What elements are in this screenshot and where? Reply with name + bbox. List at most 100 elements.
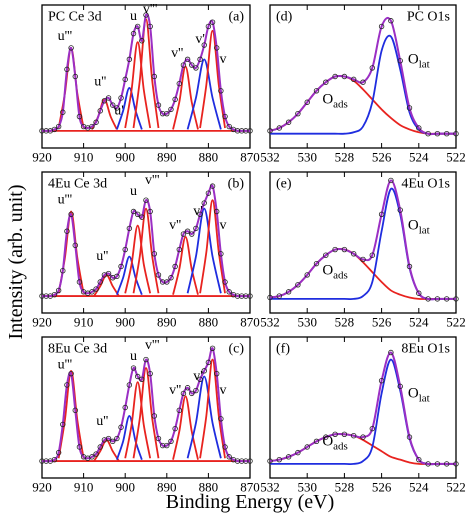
peak-label: Olat	[408, 51, 430, 70]
data-point	[444, 461, 450, 467]
data-point	[351, 433, 357, 439]
data-point	[55, 123, 62, 130]
data-point	[126, 56, 133, 63]
data-point	[172, 425, 178, 432]
data-point	[122, 404, 128, 411]
x-tick-label: 920	[32, 315, 52, 330]
data-point	[276, 293, 282, 299]
data-point	[64, 382, 70, 388]
x-tick-label: 880	[199, 150, 219, 165]
data-point	[134, 211, 141, 217]
x-tick-label: 870	[240, 315, 260, 330]
component-peak	[199, 358, 226, 459]
peak-label-main: O	[322, 433, 333, 449]
data-point	[434, 296, 441, 302]
data-point	[388, 349, 394, 356]
data-point	[406, 263, 413, 270]
x-tick-label: 528	[335, 315, 355, 330]
data-point	[304, 99, 310, 105]
data-point	[97, 279, 103, 285]
component-peak	[116, 415, 143, 460]
peak-label: v''	[169, 383, 181, 398]
data-point	[434, 461, 441, 467]
data-point	[110, 438, 116, 445]
data-point	[176, 407, 182, 414]
data-point	[267, 458, 273, 464]
data-point	[176, 80, 182, 87]
peak-label: v''	[169, 218, 181, 233]
data-point	[193, 387, 199, 394]
x-tick-label: 526	[372, 480, 392, 495]
data-point	[285, 454, 292, 460]
data-point	[172, 96, 178, 103]
data-point	[276, 125, 282, 131]
component-peak	[124, 224, 152, 294]
data-point	[164, 110, 170, 117]
component-peak	[132, 367, 160, 459]
data-point	[285, 119, 292, 125]
data-point	[122, 246, 128, 253]
panel-title: 8Eu Ce 3d	[48, 342, 107, 357]
plot-frame	[41, 4, 251, 149]
panel-letter: (b)	[228, 177, 245, 192]
peak-label: u	[130, 9, 137, 24]
component-peak	[186, 58, 222, 130]
x-tick-label: 910	[74, 150, 94, 165]
x-tick-label: 880	[199, 315, 219, 330]
x-tick-label: 910	[74, 315, 94, 330]
data-point	[126, 225, 133, 232]
data-point	[201, 42, 207, 48]
panel-title: PC Ce 3d	[48, 10, 102, 25]
data-point	[369, 65, 375, 71]
data-point	[238, 293, 245, 299]
data-point	[295, 449, 301, 456]
data-point	[193, 65, 199, 71]
data-point	[234, 458, 241, 464]
peak-label-sub: lat	[419, 225, 430, 237]
data-point	[360, 434, 366, 440]
data-point	[110, 102, 116, 108]
panel-letter: (c)	[228, 342, 244, 357]
data-point	[323, 252, 329, 258]
panel-title: PC O1s	[407, 10, 450, 25]
data-point	[453, 296, 459, 302]
data-point	[214, 45, 220, 51]
x-tick-label: 524	[409, 315, 429, 330]
data-point	[118, 263, 124, 270]
x-tick-label: 900	[115, 480, 135, 495]
data-point	[205, 23, 212, 30]
data-point	[323, 79, 329, 85]
panel-title: 4Eu Ce 3d	[48, 177, 107, 192]
data-point	[184, 228, 191, 234]
fit-envelope	[42, 347, 250, 463]
data-point	[453, 130, 459, 137]
peak-label: u'''	[58, 358, 73, 373]
fit-envelope	[269, 179, 456, 301]
peak-label: v'	[193, 369, 203, 384]
data-point	[197, 211, 203, 217]
data-point	[234, 293, 241, 299]
x-tick-label: 870	[240, 480, 260, 495]
data-point	[159, 110, 166, 117]
data-point	[43, 293, 49, 299]
data-point	[193, 225, 199, 232]
data-point	[134, 23, 141, 30]
data-point	[139, 38, 145, 44]
x-tick-label: 530	[297, 315, 317, 330]
panel-title: 8Eu O1s	[401, 342, 450, 357]
x-tick-label: 890	[157, 150, 177, 165]
component-peak	[186, 375, 222, 459]
peak-label-sub: lat	[419, 58, 430, 70]
data-point	[425, 296, 431, 302]
panel: 920 910 900 890 880 870 8Eu Ce 3d (c) u''' u'' u v'…	[32, 336, 260, 495]
x-tick-label: 900	[115, 150, 135, 165]
data-point	[39, 128, 45, 134]
data-point	[147, 370, 153, 377]
data-point	[105, 270, 112, 277]
data-point	[378, 211, 385, 217]
data-point	[164, 279, 170, 285]
data-point	[118, 424, 124, 430]
peak-label-main: O	[408, 385, 419, 401]
